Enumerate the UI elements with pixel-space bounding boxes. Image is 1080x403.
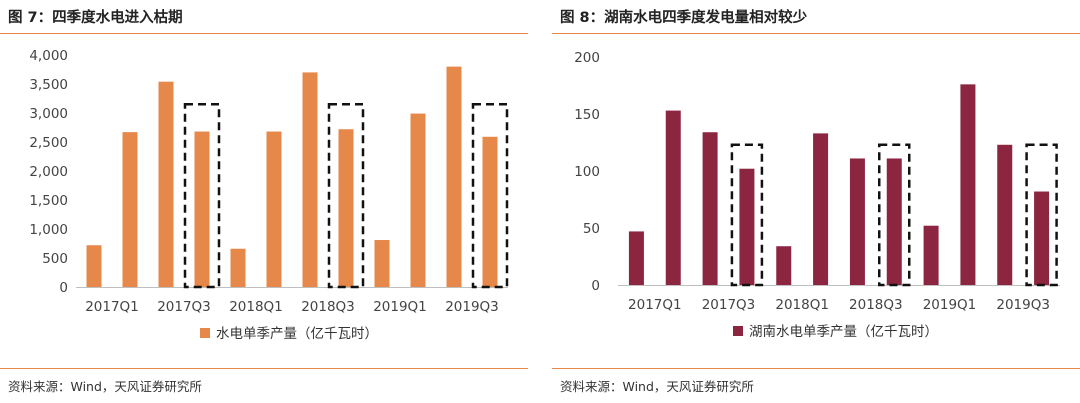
y-tick-label: 0	[591, 278, 600, 294]
y-tick-label: 2,500	[29, 135, 68, 151]
x-tick-label: 2019Q1	[373, 299, 427, 315]
legend-swatch	[733, 326, 743, 336]
highlight-box-2017q4	[730, 143, 764, 287]
bar-2019q4	[482, 136, 498, 287]
highlight-box-2019q4	[1025, 143, 1058, 287]
title-rule	[0, 33, 528, 34]
figure-title: 图 7：四季度水电进入枯期	[8, 10, 183, 26]
x-tick-label: 2017Q1	[85, 299, 139, 315]
y-tick-label: 1,500	[29, 193, 68, 209]
bar-2018q2	[813, 133, 829, 285]
figure-7-panel: 图 7：四季度水电进入枯期 0 500 1,000 1,500 2,000 2,500 3,…	[0, 0, 528, 403]
bar-2019q2	[410, 113, 426, 287]
bar-2018q2	[266, 131, 282, 287]
bar-2018q1	[230, 248, 246, 287]
bar-2019q2	[960, 84, 976, 285]
x-tick-label: 2019Q1	[923, 297, 977, 313]
highlight-box-2017q4	[183, 103, 221, 289]
bar-2017q3	[702, 132, 718, 285]
title-rule	[552, 33, 1080, 34]
x-tick-label: 2017Q3	[702, 297, 756, 313]
bar-2018q4	[886, 158, 902, 285]
bar-2019q1	[923, 225, 939, 285]
y-tick-label: 4,000	[29, 48, 68, 64]
highlight-box-2018q4	[327, 103, 365, 289]
bar-2018q3	[849, 158, 865, 285]
legend-label: 水电单季产量（亿千瓦时）	[216, 326, 378, 342]
bar-2018q3	[302, 72, 318, 288]
y-tick-label: 3,000	[29, 106, 68, 122]
y-tick-label: 200	[574, 50, 600, 66]
y-tick-label: 100	[574, 164, 600, 180]
bar-2017q2	[122, 132, 138, 287]
bar-2018q4	[338, 129, 354, 287]
hydro-output-chart: 0 500 1,000 1,500 2,000 2,500 3,000 3,500 4,000 2…	[29, 48, 509, 342]
highlight-box-2019q4	[471, 103, 509, 289]
legend-swatch	[200, 328, 210, 338]
y-tick-label: 2,000	[29, 164, 68, 180]
source-note: 资料来源：Wind，天风证券研究所	[8, 379, 202, 394]
x-tick-label: 2017Q3	[157, 299, 211, 315]
x-tick-label: 2018Q1	[229, 299, 283, 315]
y-tick-label: 150	[574, 107, 600, 123]
bar-2019q3	[997, 144, 1013, 285]
y-tick-label: 0	[59, 280, 68, 296]
bar-2019q3	[446, 66, 462, 287]
bar-2017q4	[194, 131, 210, 287]
bar-2017q2	[665, 110, 681, 285]
bar-2017q4	[739, 168, 755, 285]
y-tick-label: 500	[42, 251, 68, 267]
bar-2017q1	[86, 245, 102, 287]
x-tick-label: 2017Q1	[628, 297, 682, 313]
x-tick-label: 2018Q1	[775, 297, 829, 313]
figure-8-panel: 图 8：湖南水电四季度发电量相对较少 0 50 100 150 200 2017Q1 201…	[552, 0, 1080, 403]
x-tick-label: 2019Q3	[996, 297, 1050, 313]
bar-2019q1	[374, 240, 390, 287]
bar-2017q1	[628, 231, 644, 285]
legend-label: 湖南水电单季产量（亿千瓦时）	[749, 324, 938, 340]
bar-2019q4	[1034, 191, 1050, 285]
figure-title: 图 8：湖南水电四季度发电量相对较少	[560, 10, 808, 26]
y-tick-label: 50	[583, 221, 600, 237]
bar-2018q1	[776, 246, 792, 285]
y-tick-label: 1,000	[29, 222, 68, 238]
source-rule	[552, 368, 1080, 369]
x-tick-label: 2019Q3	[445, 299, 499, 315]
x-tick-label: 2018Q3	[301, 299, 355, 315]
bar-2017q3	[158, 81, 174, 288]
hunan-hydro-output-chart: 0 50 100 150 200 2017Q1 2017Q3 2018Q1 2018Q3 2019…	[574, 50, 1060, 340]
source-rule	[0, 368, 528, 369]
highlight-box-2018q4	[878, 143, 911, 287]
x-tick-label: 2018Q3	[849, 297, 903, 313]
y-tick-label: 3,500	[29, 77, 68, 93]
source-note: 资料来源：Wind，天风证券研究所	[560, 379, 754, 394]
